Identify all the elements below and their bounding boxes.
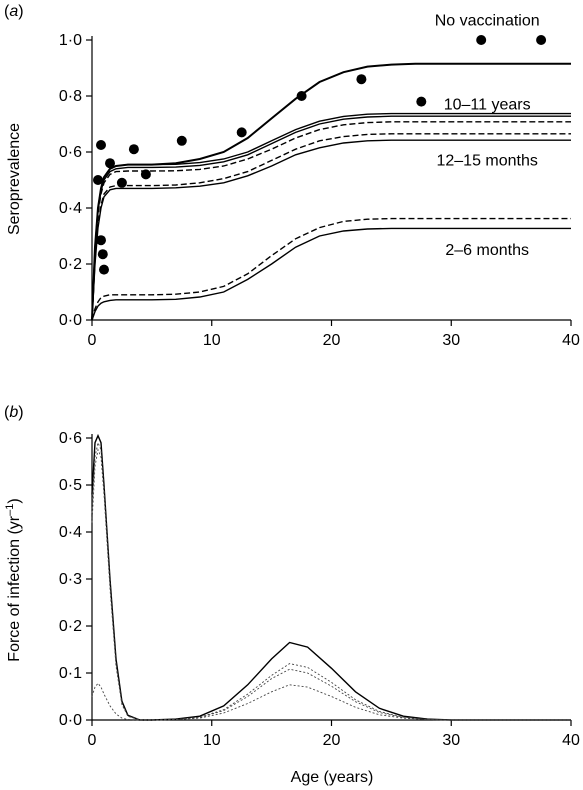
series-annotation: 2–6 months [445, 242, 529, 259]
panel-a-ticks: 0·0 0·2 0·4 0·6 0·8 1·0 0 10 20 30 40 [59, 32, 580, 349]
data-point [356, 74, 367, 85]
series-line-4 [91, 682, 571, 721]
panel-a: (a) Seroprevalence 0·0 0·2 0·4 0·6 0·8 1·0 0 10… [4, 3, 580, 349]
panel-b-label: (b) [4, 404, 24, 421]
series-line-2 [91, 112, 571, 321]
x-tick-label: 10 [203, 732, 221, 749]
data-point [176, 135, 187, 146]
y-tick-label: 0·5 [59, 477, 82, 494]
y-tick-label: 1·0 [59, 32, 82, 49]
y-tick-label: 0·2 [59, 618, 82, 635]
y-tick-label: 0·8 [59, 88, 82, 105]
panel-a-label: (a) [4, 3, 24, 20]
x-tick-label: 20 [323, 732, 341, 749]
x-tick-label: 30 [442, 732, 460, 749]
y-tick-label: 0·2 [59, 256, 82, 273]
series-line-3 [91, 115, 571, 321]
panel-a-series [91, 62, 571, 321]
data-point [97, 249, 108, 260]
data-point [116, 177, 127, 188]
series-annotation: No vaccination [435, 12, 540, 29]
y-tick-label: 0·6 [59, 144, 82, 161]
panel-a-points [93, 35, 547, 275]
x-tick-label: 40 [562, 732, 580, 749]
data-point [128, 144, 139, 155]
panel-a-axes [91, 36, 571, 321]
x-tick-label: 0 [88, 732, 97, 749]
series-line-5 [91, 133, 571, 321]
data-point [416, 96, 427, 107]
y-tick-label: 0·1 [59, 665, 82, 682]
x-tick-label: 20 [323, 332, 341, 349]
series-line-4 [91, 121, 571, 321]
panel-b: (b) Force of infection (yr–1) Age (years… [4, 404, 580, 786]
x-tick-label: 0 [88, 332, 97, 349]
data-point [476, 35, 487, 45]
series-annotation: 12–15 months [436, 152, 537, 169]
data-point [93, 175, 103, 185]
data-point [140, 169, 151, 180]
y-tick-label: 0·4 [59, 200, 82, 217]
y-tick-label: 0·0 [59, 712, 82, 729]
panel-b-ylabel: Force of infection (yr–1) [4, 498, 23, 661]
data-point [99, 264, 109, 275]
data-point [105, 158, 115, 169]
panel-b-ticks: 0·0 0·1 0·2 0·3 0·4 0·5 0·6 0 10 20 30 40 [59, 430, 580, 749]
series-line-1 [91, 433, 571, 721]
x-tick-label: 40 [562, 332, 580, 349]
data-point [96, 140, 106, 150]
series-line-2 [91, 441, 571, 721]
x-tick-label: 10 [203, 332, 221, 349]
series-line-6 [91, 139, 571, 321]
data-point [96, 235, 106, 246]
panel-b-xlabel: Age (years) [291, 769, 374, 786]
panel-b-axes [91, 434, 571, 721]
y-tick-label: 0·3 [59, 571, 82, 588]
y-tick-label: 0·4 [59, 524, 82, 541]
x-tick-label: 30 [442, 332, 460, 349]
data-point [236, 127, 247, 138]
y-tick-label: 0·6 [59, 430, 82, 447]
panel-a-ylabel: Seroprevalence [6, 123, 23, 235]
series-line-8 [91, 227, 571, 321]
y-tick-label: 0·0 [59, 312, 82, 329]
data-point [296, 91, 307, 101]
series-annotation: 10–11 years [444, 96, 531, 113]
panel-a-annotations: No vaccination 10–11 years 12–15 months 2–6… [435, 12, 540, 259]
series-line-7 [91, 217, 571, 321]
series-line-3 [91, 448, 571, 721]
data-point [536, 35, 547, 45]
panel-b-series [91, 433, 571, 721]
